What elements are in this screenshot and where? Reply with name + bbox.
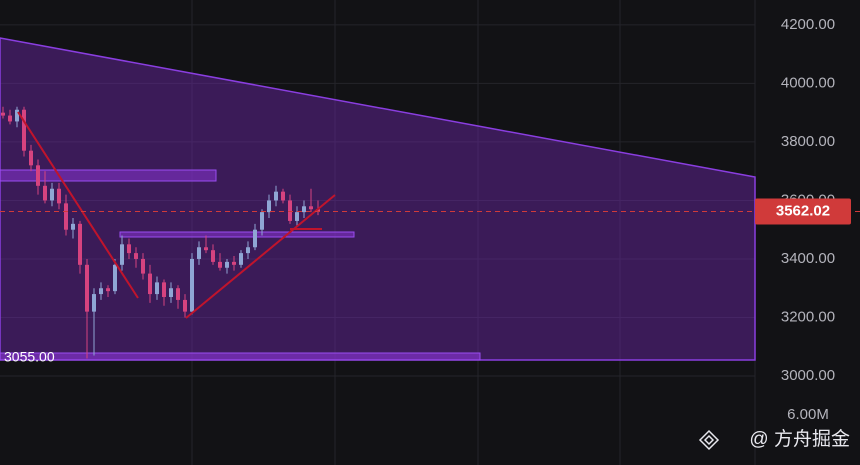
zone-rect <box>0 352 481 361</box>
candle-body <box>64 203 68 230</box>
y-tick-label: 3400.00 <box>781 250 835 267</box>
candle-body <box>155 282 159 295</box>
support-label: 3055.00 <box>4 349 55 365</box>
candle-body <box>281 191 285 201</box>
trend-line <box>17 111 139 299</box>
candle-body <box>316 209 320 212</box>
y-tick-label: 3000.00 <box>781 367 835 384</box>
candle-body <box>218 261 222 268</box>
y-tick-label: 3800.00 <box>781 133 835 150</box>
y-tick-label: 4200.00 <box>781 16 835 33</box>
volume-label: 6.00M <box>787 406 829 423</box>
candle-body <box>232 261 236 265</box>
candle-body <box>22 109 26 151</box>
watermark: @ 方舟掘金 <box>749 428 850 450</box>
candles <box>1 106 320 359</box>
candle-body <box>85 264 89 312</box>
last-price-label: 3562.02 <box>776 203 830 220</box>
candle-body <box>211 250 215 262</box>
candle-body <box>120 244 124 265</box>
triangle-drawing <box>0 37 756 361</box>
candle-body <box>288 200 292 221</box>
candle-body <box>29 150 33 166</box>
candle-body <box>295 212 299 221</box>
zone-rect <box>0 169 217 182</box>
candle-body <box>274 191 278 201</box>
candle-body <box>225 261 229 268</box>
candle-body <box>309 206 313 210</box>
candle-body <box>253 229 257 248</box>
candle-body <box>36 165 40 186</box>
candle-body <box>267 200 271 213</box>
candle-body <box>92 294 96 312</box>
trend-line <box>185 194 336 319</box>
candle-body <box>162 282 166 298</box>
candle-body <box>127 244 131 254</box>
last-price-box <box>755 198 851 225</box>
y-tick-label: 4000.00 <box>781 74 835 91</box>
candle-body <box>239 253 243 265</box>
zone-rect <box>119 231 355 238</box>
y-tick-label: 3200.00 <box>781 308 835 325</box>
candle-body <box>246 247 250 254</box>
candle-body <box>1 112 5 116</box>
candle-body <box>71 223 75 230</box>
candle-body <box>204 247 208 251</box>
candle-body <box>57 188 61 204</box>
candle-body <box>134 253 138 259</box>
candle-body <box>43 185 47 201</box>
candle-body <box>148 273 152 295</box>
candle-body <box>106 288 110 292</box>
candle-body <box>99 288 103 295</box>
candle-body <box>169 288 173 298</box>
candle-body <box>176 288 180 300</box>
candle-body <box>78 223 82 265</box>
candle-body <box>113 264 117 292</box>
candle-body <box>260 212 264 230</box>
candle-body <box>8 115 12 122</box>
candle-body <box>15 109 19 122</box>
candle-body <box>50 188 54 201</box>
candle-body <box>190 258 194 312</box>
candle-body <box>302 206 306 213</box>
candle-body <box>183 299 187 312</box>
candle-body <box>197 247 201 259</box>
logo-icon <box>698 429 720 451</box>
candle-body <box>141 258 145 274</box>
